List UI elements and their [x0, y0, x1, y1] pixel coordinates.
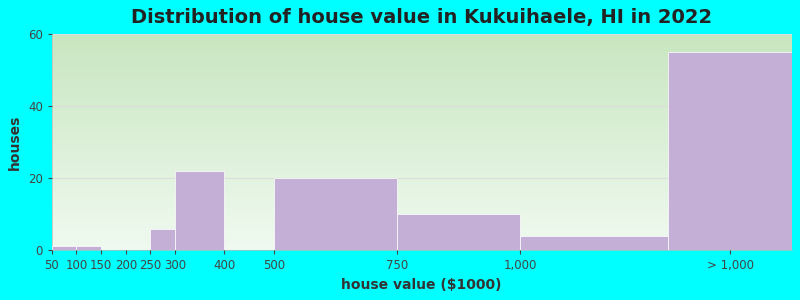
X-axis label: house value ($1000): house value ($1000)	[342, 278, 502, 292]
Bar	[77, 247, 101, 250]
Bar	[150, 229, 175, 250]
Bar	[52, 247, 77, 250]
Y-axis label: houses: houses	[8, 115, 22, 170]
Bar	[274, 178, 397, 250]
Title: Distribution of house value in Kukuihaele, HI in 2022: Distribution of house value in Kukuihael…	[131, 8, 712, 27]
Bar	[668, 52, 792, 250]
Bar	[520, 236, 668, 250]
Bar	[175, 171, 225, 250]
Bar	[397, 214, 520, 250]
